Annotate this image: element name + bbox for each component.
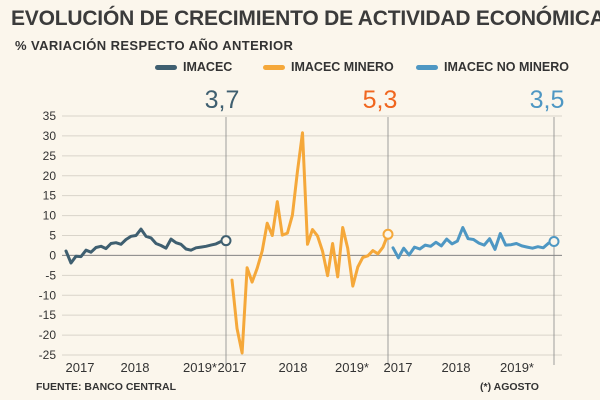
source-note: FUENTE: BANCO CENTRAL — [36, 381, 176, 393]
x-tick-label: 2017 — [218, 360, 247, 375]
series-line — [64, 227, 228, 265]
x-tick-label: 2018 — [121, 360, 150, 375]
legend-swatch-imacec-no-minero — [416, 65, 438, 71]
legend-swatch-imacec-minero — [263, 65, 285, 71]
y-tick-label: 35 — [43, 109, 57, 123]
legend-item-imacec-no-minero: IMACEC NO MINERO — [416, 60, 569, 74]
x-tick-label: 2018 — [442, 360, 471, 375]
x-tick-label: 2019* — [500, 360, 534, 375]
y-tick-label: 10 — [43, 209, 57, 223]
y-tick-label: 30 — [43, 129, 57, 143]
x-tick-label: 2019* — [335, 360, 369, 375]
x-tick-label: 2019* — [183, 360, 217, 375]
end-point-marker — [220, 235, 232, 247]
last-value-callout: 3,5 — [530, 86, 565, 114]
legend-item-imacec-minero: IMACEC MINERO — [263, 60, 394, 74]
y-tick-label: -15 — [39, 308, 57, 322]
last-value-callout: 3,7 — [205, 86, 240, 114]
legend-label-imacec-minero: IMACEC MINERO — [291, 60, 394, 74]
legend-item-imacec: IMACEC — [155, 60, 232, 74]
y-tick-label: 0 — [49, 248, 56, 262]
y-tick-label: -5 — [45, 268, 56, 282]
x-tick-label: 2018 — [279, 360, 308, 375]
y-tick-label: -20 — [39, 328, 57, 342]
last-value-callout: 5,3 — [363, 86, 398, 114]
y-tick-label: 15 — [43, 189, 57, 203]
series-line — [391, 226, 556, 260]
y-tick-label: 5 — [49, 229, 56, 243]
chart-subtitle: % VARIACIÓN RESPECTO AÑO ANTERIOR — [15, 38, 294, 53]
y-tick-label: 20 — [43, 169, 57, 183]
y-tick-label: 25 — [43, 149, 57, 163]
x-tick-label: 2017 — [66, 360, 95, 375]
x-tick-label: 2017 — [384, 360, 413, 375]
y-tick-label: -10 — [39, 288, 57, 302]
legend: IMACEC IMACEC MINERO IMACEC NO MINERO — [0, 60, 600, 76]
end-point-marker — [548, 235, 560, 247]
legend-label-imacec-no-minero: IMACEC NO MINERO — [444, 60, 569, 74]
footnote: (*) AGOSTO — [480, 381, 539, 393]
legend-swatch-imacec — [155, 65, 177, 71]
end-point-marker — [382, 228, 394, 240]
legend-label-imacec: IMACEC — [183, 60, 233, 74]
chart-title: EVOLUCIÓN DE CRECIMIENTO DE ACTIVIDAD EC… — [11, 7, 600, 30]
series-line — [230, 131, 390, 355]
y-tick-label: -25 — [39, 348, 57, 362]
